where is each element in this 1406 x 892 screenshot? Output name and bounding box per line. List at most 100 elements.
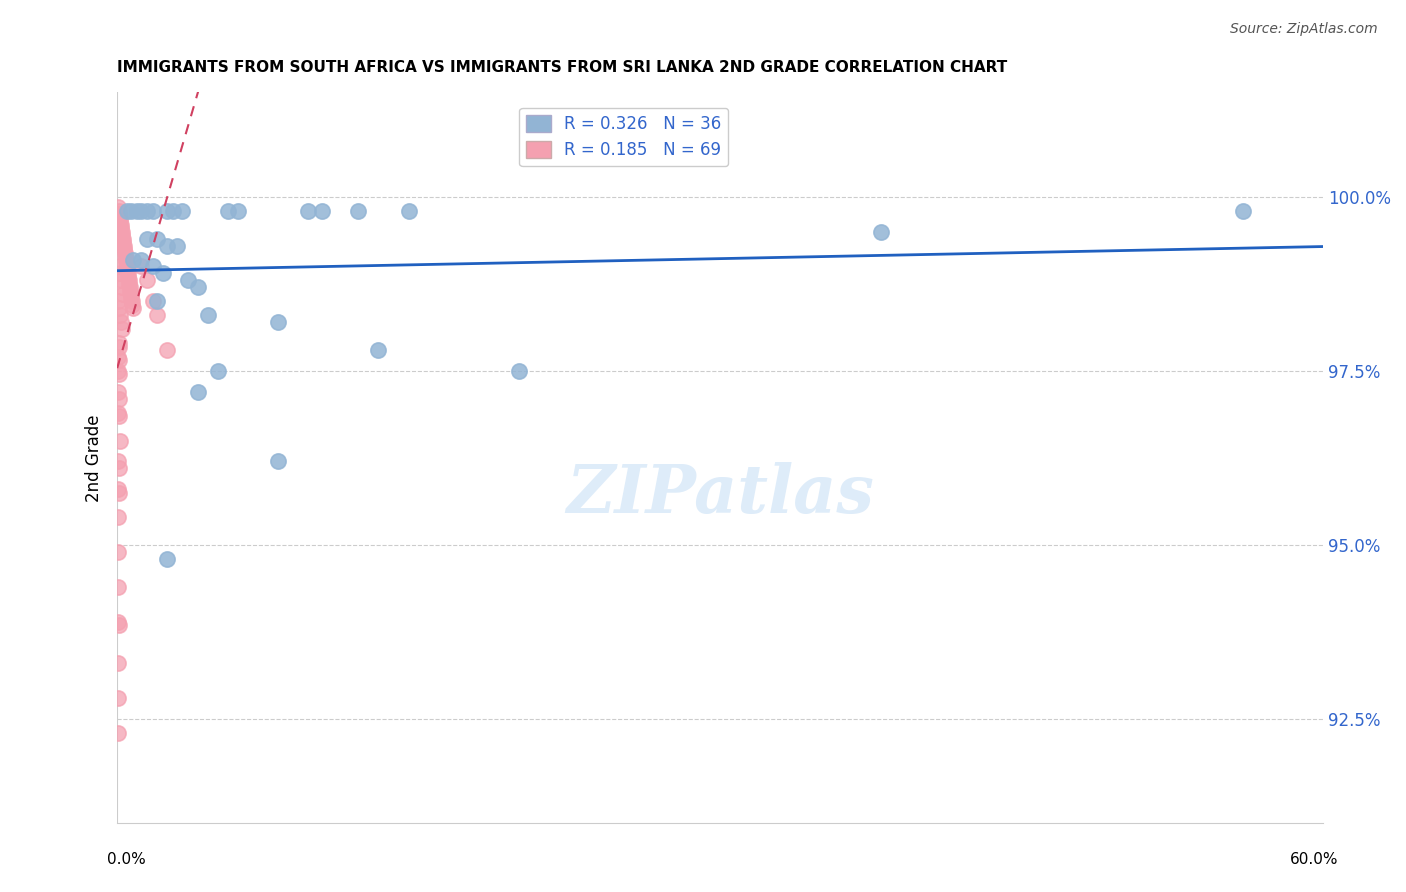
Point	[107, 461, 129, 475]
Point	[870, 225, 893, 239]
Point	[108, 211, 131, 225]
Point	[187, 280, 209, 294]
Point	[115, 256, 138, 270]
Point	[108, 214, 131, 228]
Point	[347, 203, 370, 218]
Point	[112, 242, 135, 256]
Point	[107, 203, 129, 218]
Point	[107, 618, 129, 632]
Point	[118, 273, 141, 287]
Point	[110, 322, 132, 336]
Point	[108, 260, 131, 274]
Point	[107, 301, 129, 316]
Point	[117, 269, 139, 284]
Point	[120, 291, 142, 305]
Point	[107, 580, 129, 594]
Point	[114, 245, 136, 260]
Point	[267, 315, 290, 329]
Point	[107, 483, 129, 497]
Point	[107, 510, 129, 524]
Point	[127, 203, 149, 218]
Point	[107, 336, 129, 351]
Point	[115, 260, 138, 274]
Point	[267, 454, 290, 468]
Point	[131, 260, 153, 274]
Point	[207, 364, 229, 378]
Point	[111, 228, 134, 243]
Point	[108, 340, 131, 354]
Point	[110, 218, 132, 232]
Point	[156, 552, 179, 566]
Text: 0.0%: 0.0%	[107, 852, 146, 867]
Point	[112, 238, 135, 252]
Point	[120, 287, 142, 301]
Point	[107, 350, 129, 364]
Point	[114, 252, 136, 267]
Point	[162, 203, 184, 218]
Point	[156, 203, 179, 218]
Point	[110, 273, 132, 287]
Point	[122, 301, 145, 316]
Point	[166, 238, 188, 252]
Text: IMMIGRANTS FROM SOUTH AFRICA VS IMMIGRANTS FROM SRI LANKA 2ND GRADE CORRELATION : IMMIGRANTS FROM SOUTH AFRICA VS IMMIGRAN…	[117, 60, 1008, 75]
Y-axis label: 2nd Grade: 2nd Grade	[86, 414, 103, 501]
Point	[170, 203, 193, 218]
Point	[108, 267, 131, 281]
Point	[107, 200, 129, 214]
Point	[176, 273, 198, 287]
Point	[142, 294, 165, 309]
Point	[107, 406, 129, 420]
Point	[152, 267, 174, 281]
Point	[311, 203, 333, 218]
Point	[111, 280, 134, 294]
Point	[112, 235, 135, 249]
Point	[117, 267, 139, 281]
Point	[226, 203, 249, 218]
Point	[107, 657, 129, 671]
Point	[115, 263, 138, 277]
Point	[156, 238, 179, 252]
Point	[107, 368, 129, 382]
Point	[156, 343, 179, 357]
Text: 60.0%: 60.0%	[1291, 852, 1339, 867]
Point	[107, 691, 129, 706]
Point	[217, 203, 239, 218]
Point	[107, 545, 129, 559]
Point	[146, 232, 169, 246]
Point	[107, 454, 129, 468]
Point	[114, 249, 136, 263]
Point	[107, 615, 129, 629]
Point	[1232, 203, 1254, 218]
Point	[110, 221, 132, 235]
Point	[107, 726, 129, 740]
Text: Source: ZipAtlas.com: Source: ZipAtlas.com	[1230, 22, 1378, 37]
Point	[142, 203, 165, 218]
Legend: R = 0.326   N = 36, R = 0.185   N = 69: R = 0.326 N = 36, R = 0.185 N = 69	[519, 108, 728, 166]
Point	[398, 203, 420, 218]
Point	[297, 203, 319, 218]
Point	[110, 315, 132, 329]
Point	[108, 308, 131, 322]
Point	[107, 392, 129, 406]
Point	[122, 252, 145, 267]
Point	[111, 232, 134, 246]
Point	[508, 364, 530, 378]
Point	[121, 294, 143, 309]
Point	[108, 434, 131, 448]
Point	[187, 384, 209, 399]
Point	[107, 409, 129, 424]
Point	[131, 252, 153, 267]
Point	[112, 287, 135, 301]
Point	[136, 203, 159, 218]
Point	[120, 203, 142, 218]
Point	[121, 298, 143, 312]
Point	[118, 280, 141, 294]
Point	[136, 232, 159, 246]
Point	[115, 203, 138, 218]
Point	[108, 207, 131, 221]
Point	[131, 203, 153, 218]
Point	[146, 294, 169, 309]
Point	[107, 294, 129, 309]
Point	[367, 343, 389, 357]
Point	[107, 353, 129, 368]
